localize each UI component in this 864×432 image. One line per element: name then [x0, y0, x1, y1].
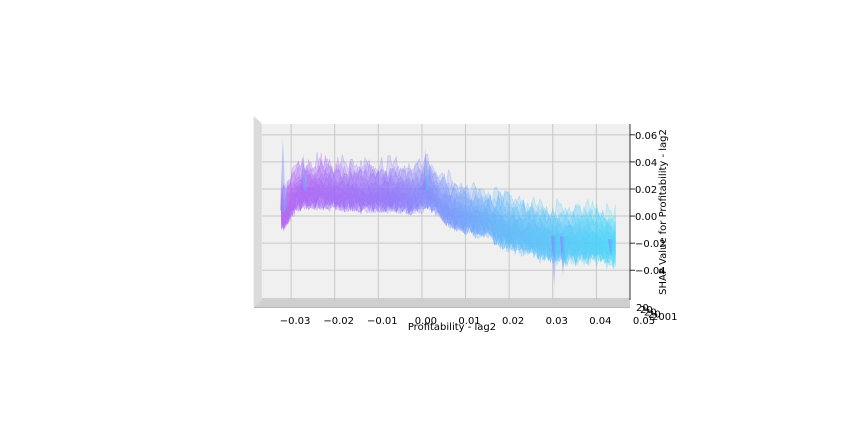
- depth-tick-label: 20: [648, 310, 661, 321]
- z-axis-label: SHAP Value for Profitability - lag2: [658, 129, 669, 295]
- shap-spike: [559, 236, 566, 277]
- shap-spike: [551, 235, 558, 287]
- x-tick-label: 0.00: [415, 316, 437, 327]
- z-tick-label: 0.06: [635, 131, 657, 142]
- shap-spike: [279, 137, 286, 211]
- floor-pane: [254, 298, 630, 307]
- x-tick-label: −0.03: [280, 316, 311, 327]
- z-tick-label: −0.02: [635, 239, 666, 250]
- depth-tick-label: 20: [636, 303, 649, 314]
- x-tick-label: 0.04: [589, 316, 611, 327]
- shap-spike: [422, 148, 429, 191]
- x-tick-label: 0.03: [546, 316, 568, 327]
- shap-spike: [607, 239, 614, 257]
- depth-tick-label: 20: [640, 305, 653, 316]
- x-tick-label: 0.02: [502, 316, 524, 327]
- z-tick-label: 0.02: [635, 185, 657, 196]
- x-tick-label: 0.05: [633, 316, 655, 327]
- z-tick-label: 0.00: [635, 212, 657, 223]
- shap-spike: [300, 153, 307, 191]
- x-tick-label: 0.01: [458, 316, 480, 327]
- shap-surface-layer: [281, 151, 616, 267]
- depth-tick-label: 2001: [652, 312, 677, 323]
- x-axis-label: Profitability - lag2: [408, 322, 496, 333]
- x-tick-label: −0.02: [323, 316, 354, 327]
- floor-edge: [254, 307, 630, 308]
- x-tick-label: −0.01: [367, 316, 398, 327]
- z-tick-label: −0.04: [635, 266, 666, 277]
- depth-tick-label: 20: [644, 307, 657, 318]
- z-tick-label: 0.04: [635, 158, 657, 169]
